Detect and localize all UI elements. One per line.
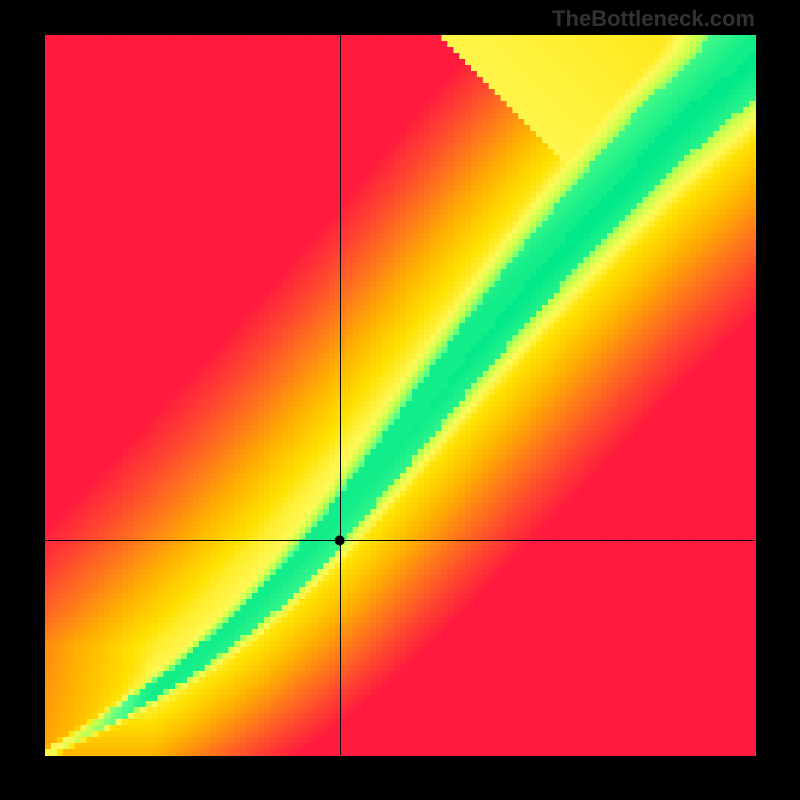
bottleneck-heatmap: [0, 0, 800, 800]
watermark-text: TheBottleneck.com: [552, 6, 755, 32]
chart-container: TheBottleneck.com: [0, 0, 800, 800]
